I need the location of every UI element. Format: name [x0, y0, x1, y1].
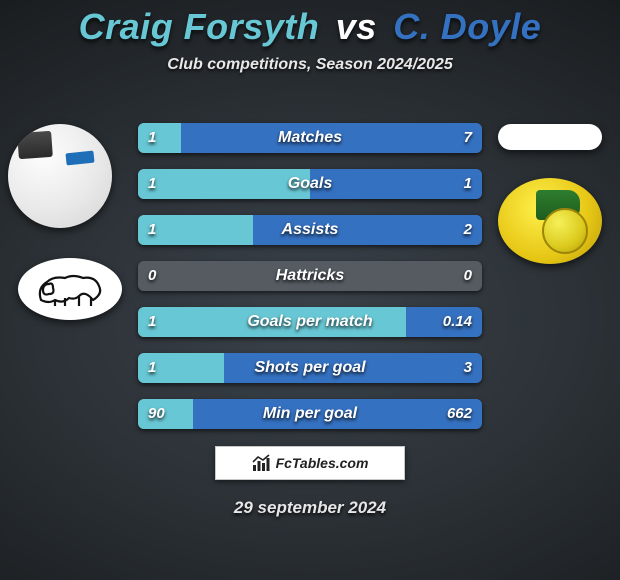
bar-label: Goals per match: [138, 307, 482, 337]
player2-avatar: [498, 124, 602, 150]
stat-row: Hattricks0 0: [138, 261, 482, 291]
stat-row: Assists1 2: [138, 215, 482, 245]
player1-avatar: [8, 124, 112, 228]
title-player1: Craig Forsyth: [79, 6, 320, 47]
bar-value-left: 1: [148, 353, 156, 383]
bar-label: Hattricks: [138, 261, 482, 291]
chart-icon: [252, 454, 270, 472]
bar-value-left: 1: [148, 307, 156, 337]
bar-value-right: 0.14: [443, 307, 472, 337]
stat-row: Goals per match1 0.14: [138, 307, 482, 337]
player1-club-badge: [18, 258, 122, 320]
bar-value-right: 7: [464, 123, 472, 153]
stat-row: Shots per goal1 3: [138, 353, 482, 383]
bar-value-right: 3: [464, 353, 472, 383]
bar-label: Matches: [138, 123, 482, 153]
bar-label: Min per goal: [138, 399, 482, 429]
bar-value-left: 1: [148, 123, 156, 153]
subtitle: Club competitions, Season 2024/2025: [0, 56, 620, 74]
bar-value-left: 1: [148, 169, 156, 199]
bar-value-right: 2: [464, 215, 472, 245]
bar-value-left: 1: [148, 215, 156, 245]
bar-value-right: 0: [464, 261, 472, 291]
footer-date: 29 september 2024: [0, 498, 620, 518]
footer-site-text: FcTables.com: [276, 455, 369, 471]
bar-value-left: 0: [148, 261, 156, 291]
ram-icon: [35, 270, 105, 308]
stat-row: Matches1 7: [138, 123, 482, 153]
bar-label: Shots per goal: [138, 353, 482, 383]
bar-label: Goals: [138, 169, 482, 199]
bar-value-left: 90: [148, 399, 165, 429]
stat-row: Min per goal90 662: [138, 399, 482, 429]
bar-value-right: 1: [464, 169, 472, 199]
page-title: Craig Forsyth vs C. Doyle: [0, 0, 620, 48]
stat-row: Goals1 1: [138, 169, 482, 199]
title-vs: vs: [336, 6, 377, 47]
bar-label: Assists: [138, 215, 482, 245]
title-player2: C. Doyle: [393, 6, 541, 47]
footer-site-badge: FcTables.com: [215, 446, 405, 480]
stats-bars: Matches17Goals11Assists12Hattricks00Goal…: [138, 123, 482, 445]
bar-value-right: 662: [447, 399, 472, 429]
content-root: { "title": { "player1": "Craig Forsyth",…: [0, 0, 620, 580]
player2-club-badge: [498, 178, 602, 264]
